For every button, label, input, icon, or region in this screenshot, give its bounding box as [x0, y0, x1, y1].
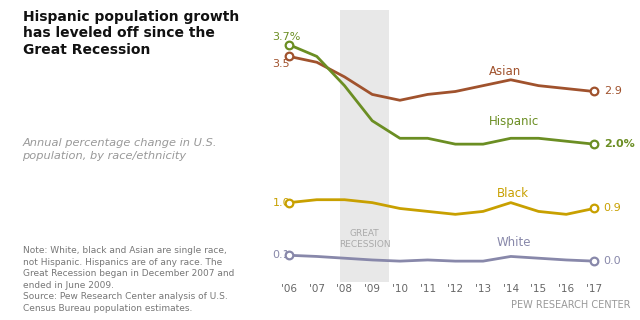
Text: 0.0: 0.0	[604, 256, 621, 266]
Text: White: White	[497, 236, 531, 249]
Text: Hispanic: Hispanic	[488, 116, 539, 128]
Text: 1.0: 1.0	[273, 198, 290, 208]
Text: GREAT
RECESSION: GREAT RECESSION	[339, 229, 390, 249]
Text: Note: White, black and Asian are single race,
not Hispanic. Hispanics are of any: Note: White, black and Asian are single …	[22, 246, 234, 313]
Text: Black: Black	[497, 187, 529, 200]
Text: Asian: Asian	[488, 65, 521, 78]
Text: 3.7%: 3.7%	[273, 32, 301, 42]
Text: 2.0%: 2.0%	[604, 139, 634, 149]
Text: 0.1: 0.1	[273, 250, 290, 260]
Text: Annual percentage change in U.S.
population, by race/ethnicity: Annual percentage change in U.S. populat…	[22, 138, 217, 161]
Text: PEW RESEARCH CENTER: PEW RESEARCH CENTER	[511, 300, 630, 310]
Bar	[340, 10, 389, 282]
Text: 0.9: 0.9	[604, 204, 621, 213]
Text: 3.5: 3.5	[273, 59, 290, 69]
Text: Hispanic population growth
has leveled off since the
Great Recession: Hispanic population growth has leveled o…	[22, 10, 239, 57]
Text: 2.9: 2.9	[604, 86, 621, 97]
